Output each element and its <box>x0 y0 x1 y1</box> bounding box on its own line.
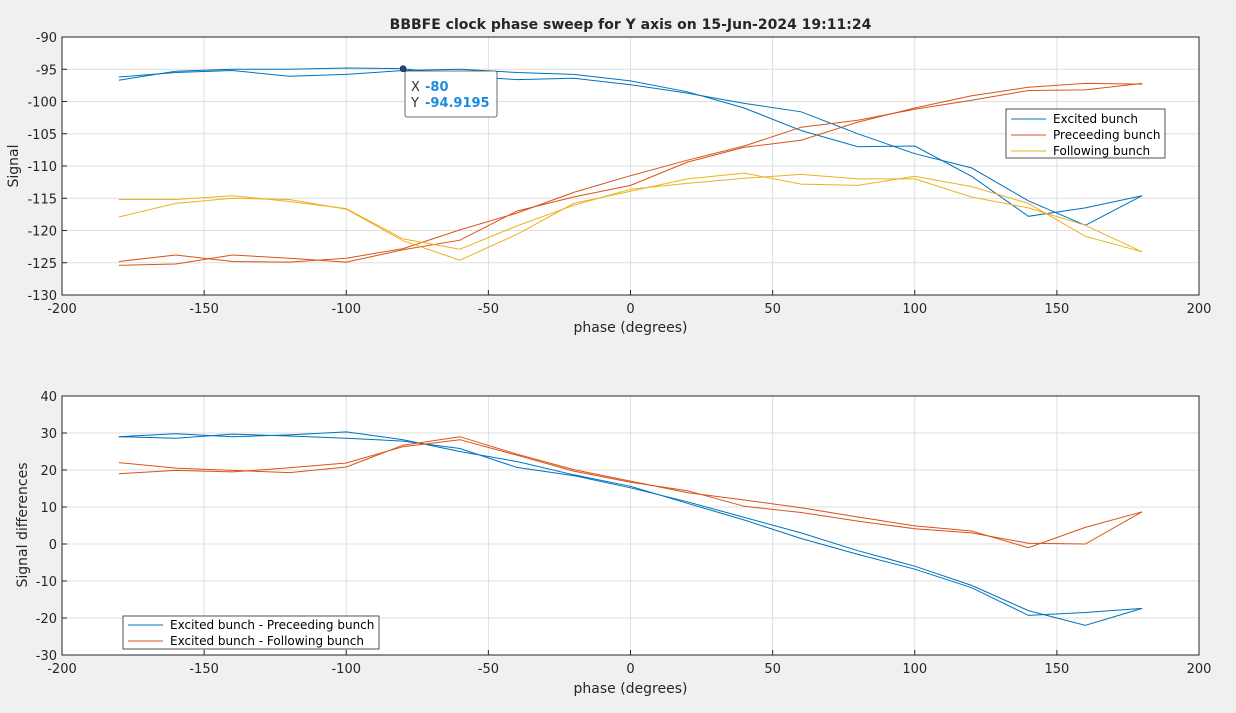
difference-legend-box <box>122 615 380 650</box>
signal-x-tick-label: 0 <box>626 302 634 317</box>
difference-x-tick-label: 150 <box>1044 662 1069 677</box>
difference-y-tick-label: -10 <box>36 575 57 590</box>
series-following-bunch-sweep-2 <box>118 172 1143 261</box>
difference-axes[interactable]: -200 -150 -100 -50 0 50 100 150 200 -30-20-10010… <box>15 390 1211 697</box>
difference-y-tick-label: -20 <box>36 612 57 627</box>
difference-x-axis-label: phase (degrees) <box>574 681 688 697</box>
series-preceeding-bunch-sweep-2 <box>118 82 1143 263</box>
signal-y-axis-label: Signal <box>6 144 22 187</box>
difference-x-tick-labels: -200 -150 -100 -50 0 50 100 150 200 <box>47 662 1211 677</box>
signal-x-tick-label: 50 <box>764 302 781 317</box>
signal-x-tick-label: 200 <box>1187 302 1212 317</box>
signal-y-tick-label: -95 <box>36 63 57 78</box>
signal-x-tick-label: -150 <box>189 302 219 317</box>
signal-x-tick-label: 100 <box>902 302 927 317</box>
signal-y-tick-label: -90 <box>36 31 57 46</box>
datatip[interactable]: X -80 Y -94.9195 <box>399 65 498 118</box>
series-excited-bunch-following-bunch-sweep-2 <box>118 436 1143 549</box>
difference-x-tick-label: -200 <box>47 662 77 677</box>
series-preceeding-bunch-sweep-1 <box>118 82 1143 266</box>
series-excited-bunch-sweep-1 <box>118 68 1143 217</box>
difference-series <box>118 431 1143 626</box>
difference-y-tick-label: 10 <box>40 501 57 516</box>
difference-y-axis-label: Signal differences <box>15 462 31 587</box>
datatip-marker[interactable] <box>399 65 407 73</box>
signal-y-tick-label: -100 <box>27 96 57 111</box>
difference-y-tick-label: 40 <box>40 390 57 405</box>
difference-x-tick-label: 50 <box>764 662 781 677</box>
difference-y-tick-labels: -30 -20 -10 0 10 20 30 40 <box>36 390 57 664</box>
signal-y-tick-label: -110 <box>27 160 57 175</box>
series-excited-bunch-following-bunch-sweep-1 <box>118 439 1143 545</box>
legend-label-preceeding: Preceeding bunch <box>1053 128 1160 142</box>
difference-axes-box <box>61 395 1200 656</box>
legend-label-following: Following bunch <box>1053 144 1150 158</box>
signal-axes-box <box>61 36 1200 296</box>
legend-label-excited-minus-following: Excited bunch - Following bunch <box>170 634 364 648</box>
difference-x-tick-label: -100 <box>331 662 361 677</box>
signal-y-tick-label: -105 <box>27 128 57 143</box>
series-excited-bunch-preceeding-bunch-sweep-2 <box>118 431 1143 616</box>
datatip-x-value: -80 <box>425 80 449 95</box>
difference-x-tick-label: 100 <box>902 662 927 677</box>
signal-legend-box <box>1005 108 1166 159</box>
signal-y-tick-label: -125 <box>27 257 57 272</box>
signal-x-tick-label: -200 <box>47 302 77 317</box>
chart-title: BBBFE clock phase sweep for Y axis on 15… <box>390 17 872 33</box>
difference-y-tick-label: 0 <box>49 538 57 553</box>
signal-y-tick-label: -120 <box>27 225 57 240</box>
series-excited-bunch-preceeding-bunch-sweep-1 <box>118 433 1143 626</box>
difference-x-tick-label: 200 <box>1187 662 1212 677</box>
signal-axes[interactable]: -200 -150 -100 -50 0 50 100 150 200 -130 -125 -120… <box>6 17 1211 336</box>
difference-legend[interactable]: Excited bunch - Preceeding bunch Excited… <box>122 615 380 650</box>
difference-y-tick-label: 30 <box>40 427 57 442</box>
signal-series <box>118 67 1143 266</box>
datatip-x-key: X <box>411 80 420 95</box>
series-excited-bunch-sweep-2 <box>118 67 1143 226</box>
legend-label-excited-minus-preceeding: Excited bunch - Preceeding bunch <box>170 618 374 632</box>
signal-y-tick-label: -115 <box>27 192 57 207</box>
signal-x-tick-label: -100 <box>331 302 361 317</box>
signal-x-tick-label: -50 <box>478 302 499 317</box>
difference-x-tick-label: 0 <box>626 662 634 677</box>
legend-label-excited: Excited bunch <box>1053 112 1138 126</box>
signal-y-tick-label: -130 <box>27 289 57 304</box>
signal-legend[interactable]: Excited bunch Preceeding bunch Following… <box>1005 108 1166 159</box>
difference-y-tick-label: -30 <box>36 649 57 664</box>
difference-x-tick-label: -50 <box>478 662 499 677</box>
datatip-y-key: Y <box>410 96 419 111</box>
signal-x-axis-label: phase (degrees) <box>574 320 688 336</box>
difference-y-tick-label: 20 <box>40 464 57 479</box>
signal-x-tick-labels: -200 -150 -100 -50 0 50 100 150 200 <box>47 302 1211 317</box>
datatip-box <box>404 70 498 118</box>
datatip-y-value: -94.9195 <box>425 96 490 111</box>
difference-x-tick-label: -150 <box>189 662 219 677</box>
signal-x-tick-label: 150 <box>1044 302 1069 317</box>
series-following-bunch-sweep-1 <box>118 173 1143 253</box>
signal-y-tick-labels: -130 -125 -120 -115 -110 -105 -100 -95 -90 <box>27 31 57 304</box>
